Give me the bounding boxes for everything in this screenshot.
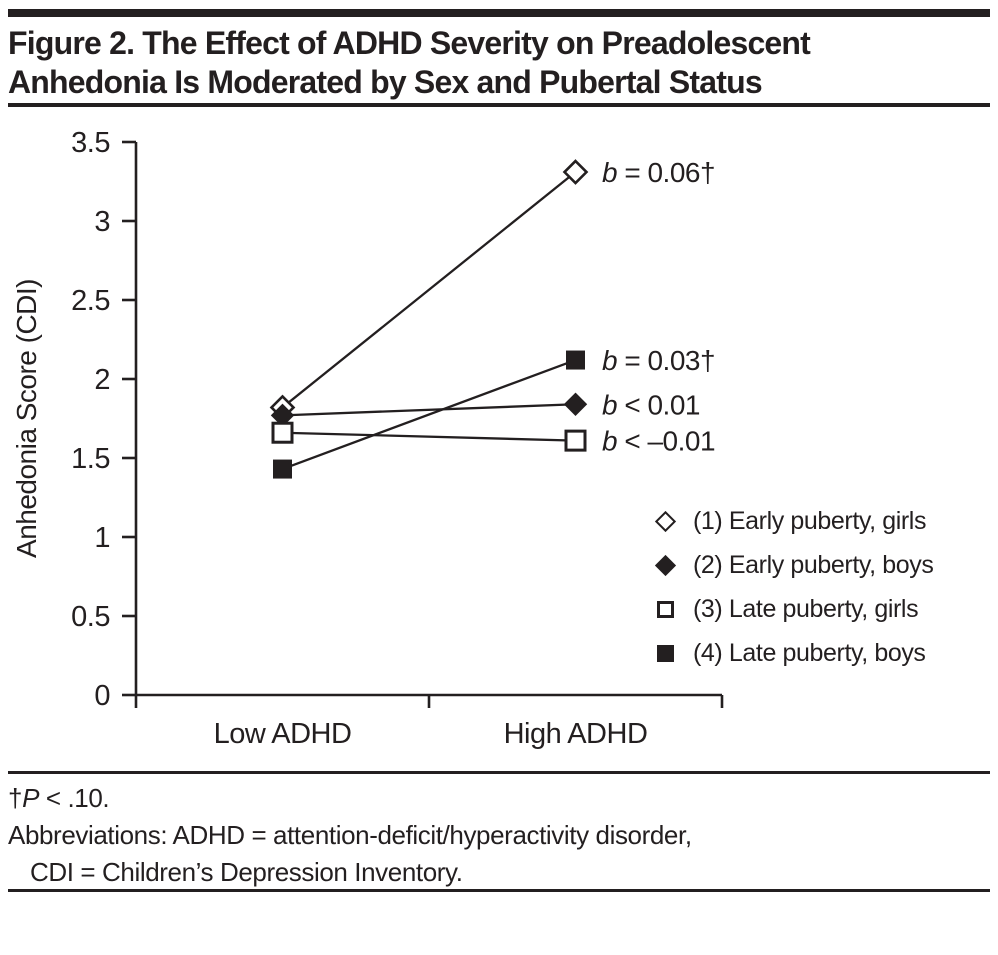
chart-legend: (1) Early puberty, girls (2) Early puber… bbox=[651, 499, 991, 675]
legend-marker-box bbox=[651, 644, 679, 662]
legend-label: (3) Late puberty, girls bbox=[693, 594, 919, 623]
y-tick-label: 0.5 bbox=[71, 601, 110, 633]
legend-label: (1) Early puberty, girls bbox=[693, 506, 927, 535]
x-category-label: High ADHD bbox=[504, 718, 648, 750]
p-threshold: < .10. bbox=[39, 783, 110, 813]
legend-label: (2) Early puberty, boys bbox=[693, 550, 934, 579]
legend-item-late-puberty-girls: (3) Late puberty, girls bbox=[651, 587, 991, 631]
figure-title-line1: Figure 2. The Effect of ADHD Severity on… bbox=[8, 25, 811, 61]
slope-coefficient-label: b < 0.01 bbox=[602, 389, 700, 420]
square-filled-marker bbox=[273, 459, 292, 479]
y-axis-title: Anhedonia Score (CDI) bbox=[11, 279, 42, 558]
footnote-rule-top bbox=[8, 771, 990, 774]
figure-footnotes: †P < .10. Abbreviations: ADHD = attentio… bbox=[8, 780, 692, 891]
figure-title-line2: Anhedonia Is Moderated by Sex and Pubert… bbox=[8, 64, 763, 100]
series-line bbox=[282, 358, 576, 471]
square-open-marker bbox=[271, 421, 294, 444]
legend-item-late-puberty-boys: (4) Late puberty, boys bbox=[651, 631, 991, 675]
y-tick-label: 3.5 bbox=[71, 127, 110, 159]
dagger-symbol: † bbox=[8, 783, 23, 813]
interaction-line-chart: 0 0.5 1 1.5 2 2.5 3 3.5 Low ADHD High ADHD Anhedon… bbox=[11, 127, 724, 750]
square-open-icon bbox=[656, 600, 674, 618]
y-tick-label: 2 bbox=[94, 364, 110, 396]
series-line bbox=[281, 171, 577, 409]
square-filled-marker bbox=[566, 350, 585, 370]
abbreviations-line2: CDI = Children’s Depression Inventory. bbox=[30, 857, 463, 887]
diamond-open-icon bbox=[654, 510, 676, 532]
legend-marker-box bbox=[651, 510, 679, 532]
x-category-label: Low ADHD bbox=[214, 718, 352, 750]
y-tick-label: 2.5 bbox=[71, 285, 110, 317]
title-underline-rule bbox=[8, 103, 990, 107]
abbreviations-line1: Abbreviations: ADHD = attention-deficit/… bbox=[8, 820, 692, 850]
legend-marker-box bbox=[651, 554, 679, 576]
slope-coefficient-label: b = 0.06† bbox=[602, 157, 715, 188]
y-tick-label: 1 bbox=[94, 522, 110, 554]
significance-note: †P < .10. bbox=[8, 780, 692, 817]
top-divider-bar bbox=[8, 9, 990, 17]
square-filled-icon bbox=[656, 644, 674, 662]
series-line bbox=[282, 431, 576, 442]
legend-item-early-puberty-girls: (1) Early puberty, girls bbox=[651, 499, 991, 543]
legend-item-early-puberty-boys: (2) Early puberty, boys bbox=[651, 543, 991, 587]
y-tick-label: 0 bbox=[94, 680, 110, 712]
diamond-open-marker bbox=[562, 159, 589, 185]
p-symbol: P bbox=[22, 783, 40, 813]
legend-label: (4) Late puberty, boys bbox=[693, 638, 926, 667]
slope-coefficient-label: b = 0.03† bbox=[602, 345, 715, 376]
y-tick-label: 1.5 bbox=[71, 443, 110, 475]
legend-marker-box bbox=[651, 600, 679, 618]
slope-coefficient-label: b < –0.01 bbox=[602, 426, 715, 457]
y-tick-label: 3 bbox=[94, 206, 110, 238]
figure-title: Figure 2. The Effect of ADHD Severity on… bbox=[8, 24, 811, 102]
series-line bbox=[282, 403, 576, 417]
square-open-marker bbox=[564, 429, 587, 452]
diamond-filled-icon bbox=[654, 554, 676, 576]
footnote-rule-bottom bbox=[8, 889, 990, 892]
diamond-filled-marker bbox=[563, 392, 588, 416]
